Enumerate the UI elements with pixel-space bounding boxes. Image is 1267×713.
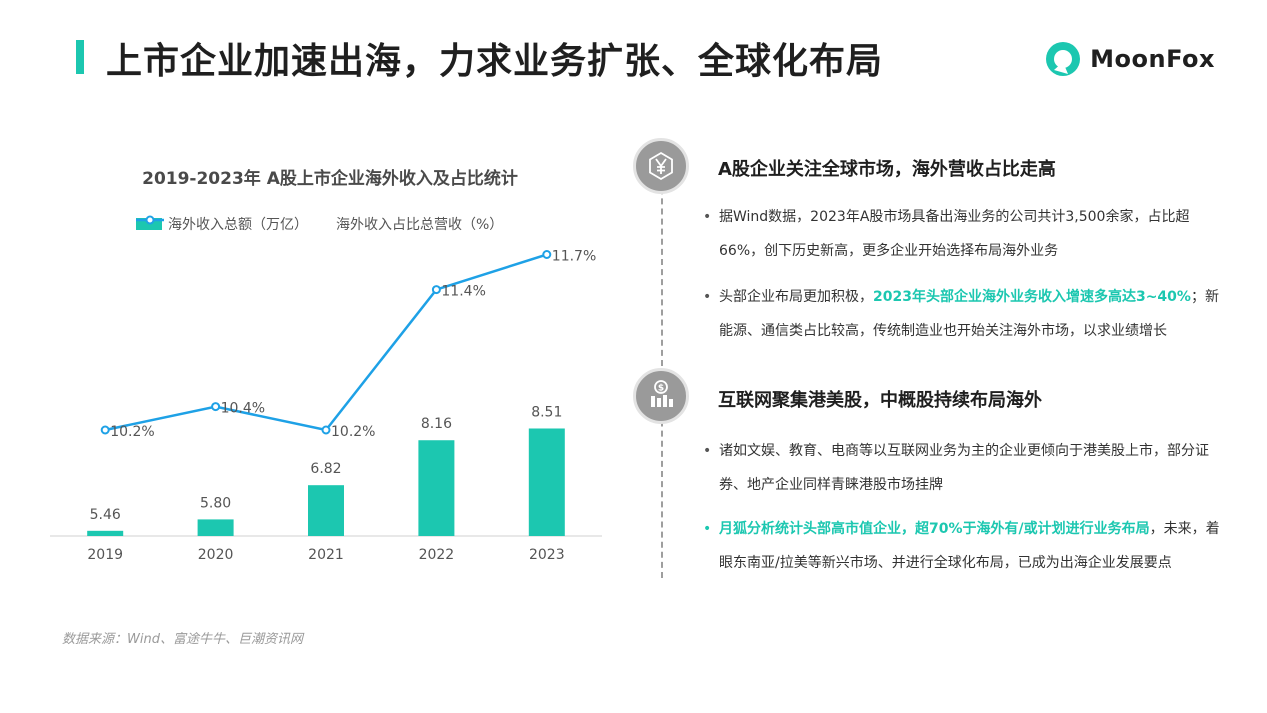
x-tick-label-2022: 2022 [419, 547, 455, 563]
ratio-line [104, 253, 548, 432]
ratio-point-2022 [431, 285, 441, 295]
ratio-label-2022: 11.4% [441, 284, 485, 300]
legend-line-swatch [136, 215, 164, 225]
section-2-heading: 互联网聚集港美股，中概股持续布局海外 [718, 390, 1042, 411]
bar-value-label-2022: 8.16 [421, 416, 452, 432]
page-title: 上市企业加速出海，力求业务扩张、全球化布局 [106, 41, 884, 82]
legend-line-label: 海外收入占比总营收（%） [336, 217, 504, 233]
chart-plot: 5.46 2019 5.80 2020 6.82 2021 8.16 2022 8.51 2023… [50, 249, 602, 563]
section-1-bullet-1: • 据Wind数据，2023年A股市场具备出海业务的公司共计3,500余家，占比… [703, 209, 1190, 259]
bar-2019 [87, 530, 124, 536]
revenue-chart: 2019-2023年 A股上市企业海外收入及占比统计 海外收入总额（万亿） 海外… [40, 150, 620, 580]
svg-text:$: $ [658, 384, 664, 394]
section-1-heading: A股企业关注全球市场，海外营收占比走高 [718, 159, 1056, 180]
ratio-label-2020: 10.4% [221, 401, 265, 417]
ratio-label-2021: 10.2% [331, 424, 375, 440]
x-tick-label-2020: 2020 [198, 547, 234, 563]
yen-icon [649, 151, 673, 181]
ratio-point-2021 [321, 425, 331, 435]
x-tick-label-2019: 2019 [87, 547, 123, 563]
section-1-badge [633, 138, 689, 194]
ratio-point-2023 [542, 250, 552, 259]
x-tick-label-2021: 2021 [308, 547, 344, 563]
highlight-text: 2023年头部企业海外业务收入增速多高达3~40% [873, 289, 1191, 305]
money-bar-chart-icon: $ [651, 380, 673, 407]
bar-value-label-2020: 5.80 [200, 495, 231, 511]
x-tick-label-2023: 2023 [529, 547, 565, 563]
bar-2022 [418, 440, 455, 536]
section-2-badge: $ [633, 368, 689, 424]
legend-bar-label: 海外收入总额（万亿） [168, 217, 308, 233]
data-source-note: 数据来源：Wind、富途牛牛、巨潮资讯网 [62, 632, 303, 647]
bar-value-label-2021: 6.82 [310, 461, 341, 477]
bar-2023 [528, 428, 565, 536]
brand-logo: MoonFox [1044, 40, 1215, 78]
legend-item-line: 海外收入占比总营收（%） [136, 214, 504, 234]
title-accent-bar [76, 40, 84, 74]
bar-value-label-2023: 8.51 [531, 404, 562, 420]
bar-value-label-2019: 5.46 [90, 507, 121, 523]
ratio-label-2023: 11.7% [552, 249, 596, 265]
chart-title: 2019-2023年 A股上市企业海外收入及占比统计 [142, 169, 518, 189]
chart-legend: 海外收入总额（万亿） 海外收入占比总营收（%） [136, 214, 531, 234]
ratio-point-2020 [211, 402, 221, 412]
logo-text: MoonFox [1090, 45, 1215, 73]
section-2-bullet-1: • 诸如文娱、教育、电商等以互联网业务为主的企业更倾向于港美股上市，部分证券、地… [703, 443, 1209, 493]
bar-2021 [308, 485, 344, 536]
bar-2020 [197, 519, 234, 536]
section-1-bullet-2: • 头部企业布局更加积极，2023年头部企业海外业务收入增速多高达3~40%；新… [703, 289, 1219, 339]
section-2-bullet-2: • 月狐分析统计头部高市值企业，超70%于海外有/或计划进行业务布局，未来，着眼… [703, 521, 1220, 571]
moonfox-logo-icon [1046, 42, 1081, 76]
ratio-point-2019 [100, 425, 110, 435]
highlight-text: 月狐分析统计头部高市值企业，超70%于海外有/或计划进行业务布局 [719, 521, 1150, 537]
ratio-label-2019: 10.2% [110, 424, 154, 440]
